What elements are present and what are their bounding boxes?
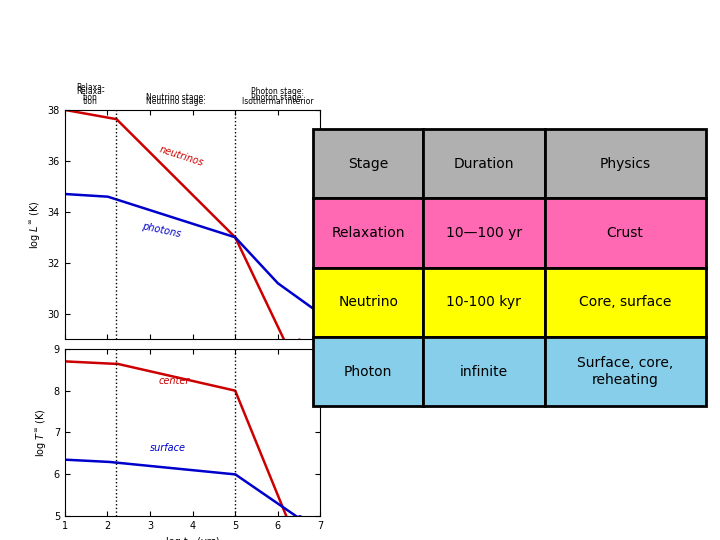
Bar xyxy=(545,268,706,337)
Text: Duration: Duration xyxy=(454,157,514,171)
Bar xyxy=(545,198,706,268)
Text: center: center xyxy=(158,376,190,387)
Text: Photon stage:
Isothermal interior: Photon stage: Isothermal interior xyxy=(242,86,314,106)
Text: neutrinos: neutrinos xyxy=(158,144,205,168)
Bar xyxy=(313,129,423,198)
Text: Neutrino stage:: Neutrino stage: xyxy=(145,97,205,106)
Y-axis label: log $L^{\infty}$ (K): log $L^{\infty}$ (K) xyxy=(28,200,42,249)
Text: Neutrino stage:: Neutrino stage: xyxy=(145,93,205,102)
Bar xyxy=(313,337,423,406)
Text: Stage: Stage xyxy=(348,157,388,171)
Bar xyxy=(313,198,423,268)
Bar xyxy=(423,268,545,337)
Text: Physics: Physics xyxy=(600,157,651,171)
Text: Surface, core,
reheating: Surface, core, reheating xyxy=(577,356,673,387)
Text: 10-100 kyr: 10-100 kyr xyxy=(446,295,521,309)
Text: Core, surface: Core, surface xyxy=(579,295,671,309)
Text: THREE COOLING STAGES: THREE COOLING STAGES xyxy=(169,17,551,45)
Bar xyxy=(313,268,423,337)
Text: Relaxa-
tion: Relaxa- tion xyxy=(76,83,104,102)
Text: Photon: Photon xyxy=(344,364,392,379)
Bar xyxy=(423,198,545,268)
Text: surface: surface xyxy=(150,443,186,453)
Text: 10—100 yr: 10—100 yr xyxy=(446,226,522,240)
Text: Relaxation: Relaxation xyxy=(331,226,405,240)
X-axis label: log t   (yrs): log t (yrs) xyxy=(166,537,220,540)
Text: Neutrino: Neutrino xyxy=(338,295,398,309)
Bar xyxy=(423,129,545,198)
Text: Crust: Crust xyxy=(607,226,644,240)
Bar xyxy=(423,337,545,406)
Y-axis label: log $T^{\infty}$ (K): log $T^{\infty}$ (K) xyxy=(34,408,48,457)
Text: Relaxa-
tion: Relaxa- tion xyxy=(76,86,104,106)
Bar xyxy=(545,129,706,198)
Text: Photon stage:: Photon stage: xyxy=(251,93,305,102)
Text: photons: photons xyxy=(141,221,182,239)
Text: infinite: infinite xyxy=(460,364,508,379)
Bar xyxy=(545,337,706,406)
